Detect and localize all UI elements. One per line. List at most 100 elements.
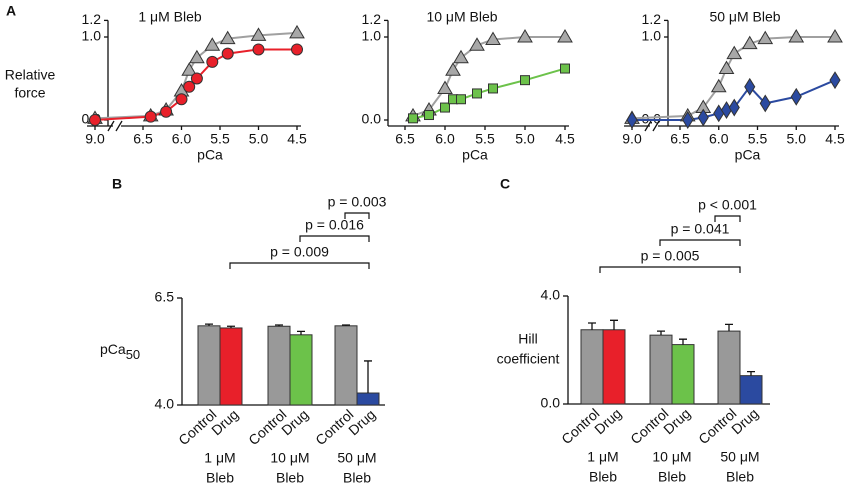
x-tick-label: 6.5 — [670, 131, 690, 147]
marker — [181, 62, 198, 76]
x-tick-label: 1 μM — [587, 449, 618, 465]
axis-break — [644, 120, 652, 132]
y-axis-label-sub: 50 — [126, 347, 140, 362]
x-tick-label: 6.5 — [395, 131, 415, 147]
marker — [252, 43, 265, 56]
marker — [788, 29, 805, 43]
error-bar — [610, 319, 618, 330]
marker — [520, 75, 530, 86]
error-bar — [342, 324, 350, 326]
marker — [437, 80, 453, 94]
x-tick-label: Bleb — [343, 470, 371, 486]
x-tick-label: 4.5 — [555, 131, 575, 147]
y-tick-label: 1.2 — [82, 11, 102, 27]
marker — [697, 108, 709, 127]
error-bar — [297, 330, 305, 335]
series-label: Drug — [345, 406, 378, 438]
marker — [289, 24, 305, 39]
marker — [456, 94, 466, 105]
fit-line — [94, 31, 298, 120]
marker — [190, 72, 203, 85]
annotation: p = 0.009 — [270, 244, 329, 260]
error-bar — [205, 323, 213, 326]
panel-label: C — [500, 176, 510, 192]
y-axis-label: force — [14, 85, 45, 101]
marker — [472, 88, 482, 99]
marker — [408, 113, 418, 124]
annotation: p = 0.016 — [305, 217, 364, 233]
axis-break — [107, 120, 115, 132]
marker — [206, 55, 219, 68]
marker — [219, 30, 236, 45]
y-tick-label: 1.2 — [362, 11, 382, 27]
x-tick-label: 9.0 — [622, 131, 642, 147]
bar — [580, 329, 604, 405]
significance-bracket — [299, 235, 370, 242]
x-tick-label: 6.5 — [133, 131, 153, 147]
annotation: p = 0.041 — [671, 221, 730, 237]
y-tick-label: 4.0 — [541, 287, 561, 303]
bar — [267, 325, 291, 406]
fit-line — [412, 36, 565, 117]
marker — [726, 45, 743, 60]
x-tick-label: 50 μM — [337, 450, 376, 466]
x-tick-label: 4.5 — [825, 131, 845, 147]
x-tick-label: 5.5 — [748, 131, 768, 147]
significance-bracket — [714, 215, 741, 222]
marker — [517, 29, 533, 43]
bar — [197, 325, 221, 406]
marker — [89, 114, 101, 126]
annotation: p = 0.003 — [328, 194, 387, 210]
marker — [183, 80, 196, 93]
marker — [189, 49, 205, 64]
x-tick-label: Bleb — [726, 469, 754, 485]
error-bar — [747, 370, 755, 376]
y-axis-label: pCa50 — [100, 341, 140, 363]
error-bar — [364, 360, 372, 394]
marker — [557, 29, 573, 43]
marker — [424, 110, 434, 121]
marker — [144, 110, 157, 123]
marker — [488, 83, 498, 94]
marker — [560, 63, 570, 74]
x-tick-label: Bleb — [589, 469, 617, 485]
x-axis-label: pCa — [197, 147, 223, 163]
marker — [790, 87, 802, 106]
y-tick-label: 0.0 — [541, 395, 561, 411]
x-tick-label: 5.0 — [249, 131, 269, 147]
marker — [440, 102, 450, 113]
y-tick-label: 0.0 — [362, 111, 382, 127]
x-axis-label: pCa — [735, 147, 761, 163]
error-bar — [275, 324, 283, 327]
x-tick-label: Bleb — [206, 470, 234, 486]
marker — [718, 60, 735, 75]
marker — [469, 37, 485, 51]
error-bar — [725, 323, 733, 332]
significance-bracket — [229, 262, 370, 269]
bar — [356, 392, 380, 406]
bar — [602, 329, 626, 405]
marker — [827, 29, 843, 43]
bar — [334, 325, 358, 406]
x-tick-label: 6.0 — [435, 131, 455, 147]
series-label: Drug — [728, 405, 761, 437]
x-tick-label: 1 μM — [204, 450, 235, 466]
y-tick-label: 0.0 — [642, 111, 662, 127]
x-tick-label: Bleb — [276, 470, 304, 486]
marker — [626, 111, 638, 129]
series-label: Drug — [208, 406, 241, 438]
x-tick-label: 5.5 — [210, 131, 230, 147]
x-tick-label: 5.0 — [787, 131, 807, 147]
chart-title: 1 μM Bleb — [138, 9, 202, 25]
error-bar — [679, 338, 687, 345]
error-bar — [227, 325, 235, 328]
marker — [160, 105, 173, 118]
y-tick-label: 6.5 — [155, 289, 175, 305]
bar — [649, 334, 673, 405]
marker — [757, 30, 774, 45]
bar — [717, 330, 741, 405]
x-tick-label: 10 μM — [270, 450, 309, 466]
y-tick-label: 1.0 — [362, 28, 382, 44]
significance-bracket — [599, 266, 741, 273]
